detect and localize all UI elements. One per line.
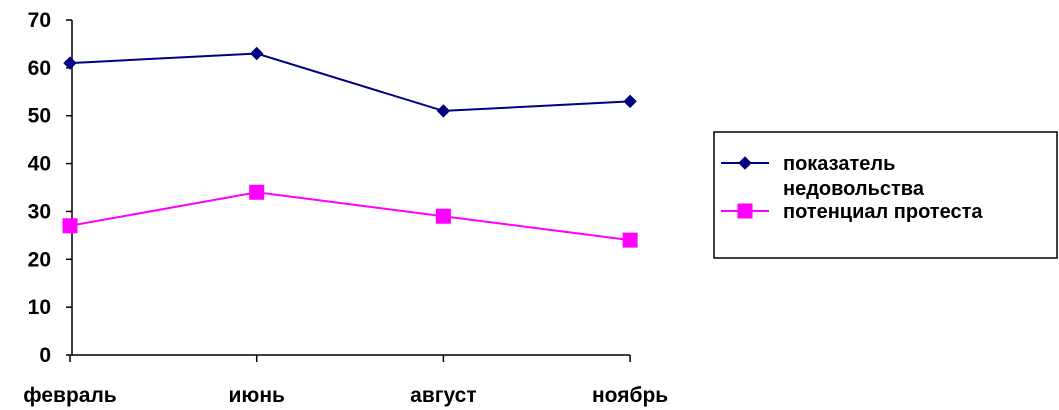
y-tick-label: 50 [28, 105, 51, 128]
series-2 [62, 184, 638, 248]
legend-marker [738, 156, 752, 170]
x-tick-label: август [410, 384, 476, 407]
data-point [249, 46, 264, 61]
y-tick-label: 40 [28, 153, 51, 176]
data-point [623, 94, 637, 109]
series-layer [62, 46, 638, 248]
data-point [622, 232, 638, 248]
series-line [69, 52, 631, 112]
data-point [436, 104, 451, 118]
y-tick-label: 70 [28, 9, 51, 32]
data-point [249, 184, 265, 200]
series-1 [63, 46, 637, 118]
legend-label: недовольства [783, 178, 925, 200]
legend-label: потенциал протеста [783, 201, 983, 223]
data-point [62, 218, 78, 234]
x-axis: февраль июнь август ноябрь [23, 354, 668, 407]
legend-entry: потенциал протеста [721, 201, 983, 223]
y-tick-label: 0 [39, 344, 51, 367]
data-point [63, 56, 77, 70]
y-tick-label: 60 [28, 57, 51, 80]
y-axis: 0 10 20 30 40 50 60 70 [28, 9, 73, 367]
y-tick-label: 10 [28, 296, 51, 319]
legend-label: показатель [783, 153, 895, 175]
x-tick-label: февраль [23, 384, 117, 407]
data-point [435, 208, 451, 224]
x-tick-label: июнь [228, 384, 285, 407]
legend-entry: показатель недовольства [721, 153, 925, 200]
legend-marker [737, 203, 753, 219]
y-tick-label: 20 [28, 248, 51, 271]
y-tick-label: 30 [28, 200, 51, 223]
x-tick-label: ноябрь [592, 384, 668, 407]
series-line [69, 191, 631, 242]
legend-box [713, 131, 1058, 259]
